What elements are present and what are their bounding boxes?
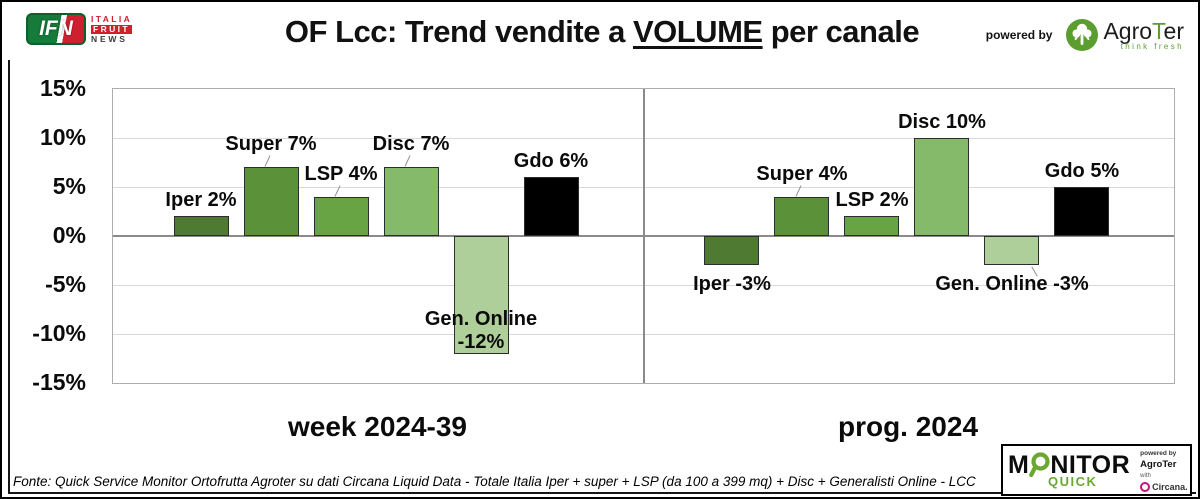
bar-label: Gdo 6% — [513, 150, 589, 172]
monitor-quick-logo: M NITOR QUICK powered by AgroTer with Ci… — [1001, 444, 1192, 496]
monitor-powered-by: powered by — [1140, 449, 1177, 457]
bar-iper — [704, 236, 759, 265]
bar-iper — [174, 216, 229, 236]
y-axis-label: -5% — [45, 271, 86, 297]
bar-label: Iper -3% — [693, 273, 771, 295]
page-title: OF Lcc: Trend vendite a VOLUME per canal… — [162, 14, 1042, 50]
agroter-logo: AgroTer think fresh — [1065, 18, 1184, 52]
agroter-name-pre: Agro — [1103, 17, 1153, 44]
bar-label: Gdo 5% — [1044, 160, 1120, 182]
bar-super — [774, 197, 829, 236]
circana-label: Circana. — [1152, 481, 1188, 492]
ifn-word-fruit: FRUIT — [91, 23, 133, 34]
agroter-name-t: T — [1152, 17, 1164, 44]
y-axis-label: 15% — [39, 75, 86, 101]
agroter-name-post: er — [1163, 17, 1184, 44]
panel-caption-prog: prog. 2024 — [837, 411, 979, 442]
agroter-name: AgroTer — [1103, 17, 1184, 44]
bar-label: Super 4% — [756, 163, 848, 185]
bar-label: Super 7% — [225, 133, 317, 155]
ifn-logo: IFN ITALIA FRUIT NEWS — [26, 13, 133, 45]
monitor-circana: Circana. — [1140, 481, 1188, 492]
bar-label: LSP 4% — [304, 163, 378, 185]
bar-label: Disc 10% — [898, 111, 986, 133]
monitor-agroter: AgroTer — [1140, 458, 1177, 470]
powered-by-label: powered by — [985, 28, 1053, 42]
bar-disc — [384, 167, 439, 236]
ifn-abbr: IFN — [39, 17, 73, 40]
source-note: Fonte: Quick Service Monitor Ortofrutta … — [13, 474, 976, 489]
bar-label: Gen. Online -3% — [935, 273, 1089, 295]
circana-icon — [1140, 481, 1151, 492]
monitor-with: with — [1140, 472, 1151, 479]
magnifier-icon — [1029, 451, 1050, 477]
monitor-logo-credits: powered by AgroTer with Circana. — [1140, 449, 1188, 492]
monitor-word-rest: NITOR — [1050, 450, 1131, 479]
title-prefix: OF Lcc: Trend vendite a — [284, 14, 633, 49]
agroter-tree-icon — [1066, 19, 1099, 51]
bar-label: Gen. Online -12% — [424, 308, 538, 353]
bar-gen-online — [984, 236, 1039, 265]
title-underlined-word: VOLUME — [632, 14, 763, 49]
ifn-word-italia: ITALIA — [91, 13, 133, 24]
bar-label: Iper 2% — [165, 189, 237, 211]
y-axis-label: -15% — [32, 369, 86, 395]
bar-label: Disc 7% — [372, 133, 450, 155]
ifn-logo-icon: IFN — [26, 13, 86, 45]
panel-divider — [642, 89, 645, 383]
bar-lsp — [844, 216, 899, 236]
bar-label: LSP 2% — [835, 189, 909, 211]
bar-lsp — [314, 197, 369, 236]
y-axis-label: 0% — [52, 222, 86, 248]
agroter-block: powered by AgroTer think fresh — [986, 18, 1184, 52]
plot-area: Iper 2% Super 7% LSP 4% Disc 7% Gen. Online … — [112, 88, 1175, 384]
panel-caption-week: week 2024-39 — [287, 411, 468, 442]
y-axis-label: 10% — [39, 124, 86, 150]
y-axis-label: 5% — [52, 173, 86, 199]
bar-disc — [914, 138, 969, 236]
ifn-word-news: NEWS — [91, 33, 128, 44]
y-axis-label: -10% — [32, 320, 86, 346]
title-suffix: per canale — [762, 14, 920, 49]
bar-gdo — [524, 177, 579, 236]
bar-gen-online — [454, 236, 509, 354]
monitor-quick-label: QUICK — [1048, 473, 1098, 489]
agroter-wordmark: AgroTer think fresh — [1103, 17, 1184, 51]
monitor-wordmark: M NITOR QUICK — [1008, 450, 1131, 489]
ifn-wordmark: ITALIA FRUIT NEWS — [91, 13, 133, 44]
agroter-tagline: think fresh — [1120, 41, 1184, 51]
bar-gdo — [1054, 187, 1109, 236]
monitor-word-m: M — [1008, 450, 1030, 479]
bar-super — [244, 167, 299, 236]
